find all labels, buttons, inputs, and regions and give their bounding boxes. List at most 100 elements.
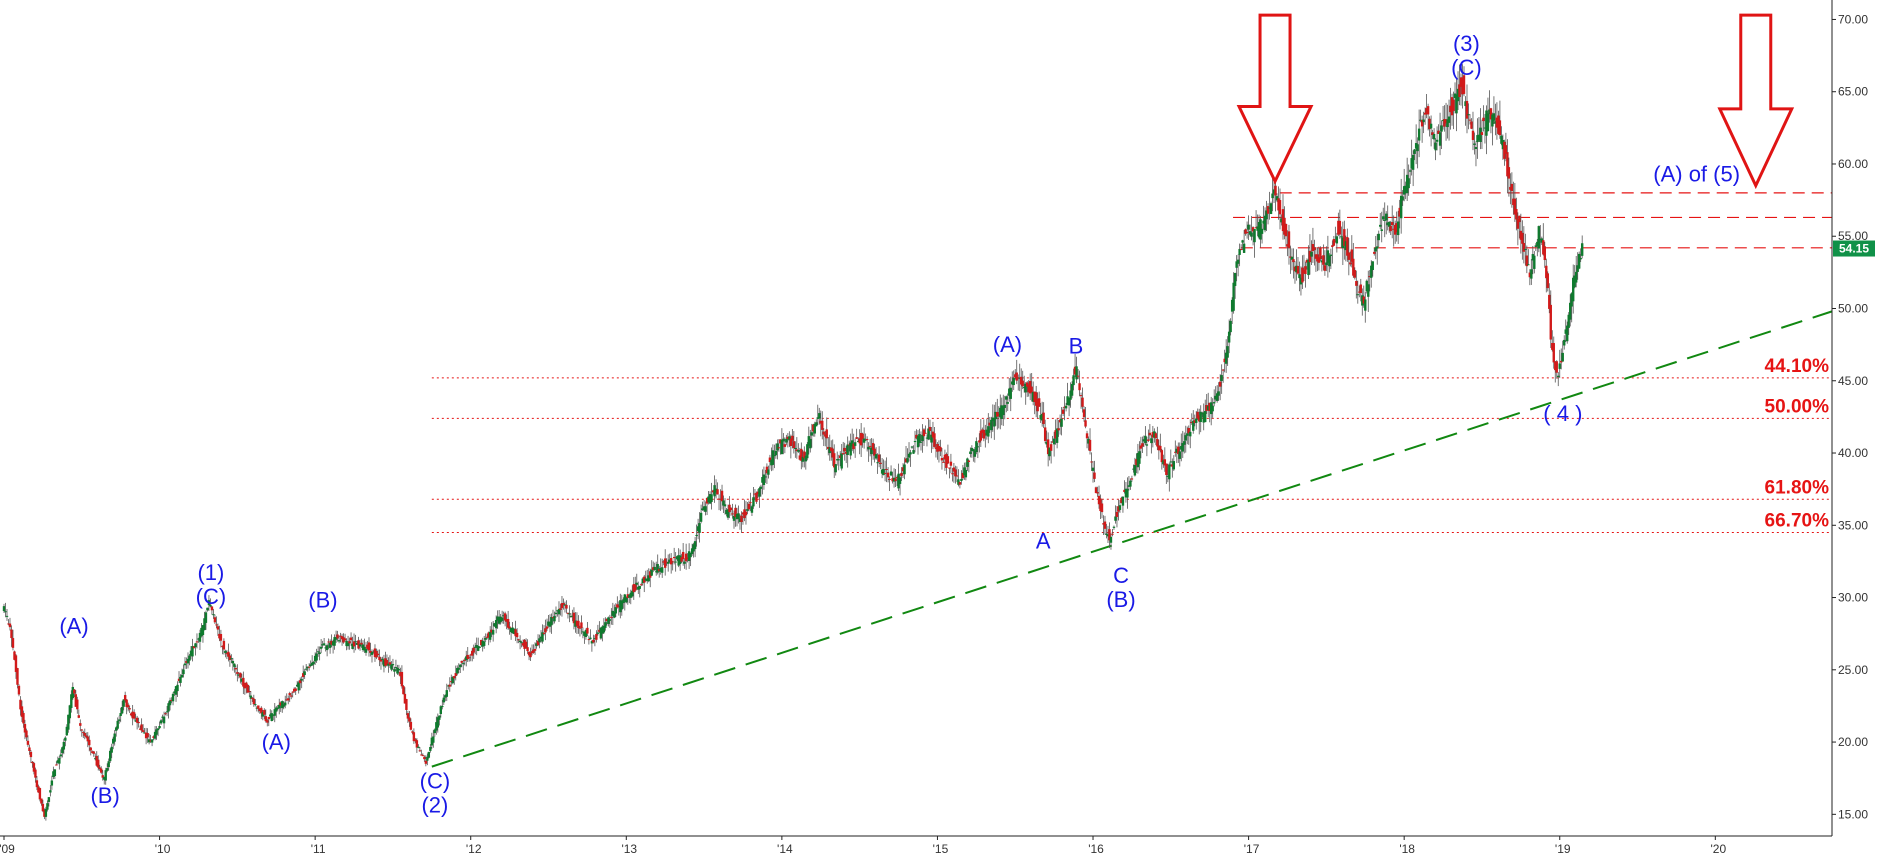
candle-body-773	[1159, 445, 1162, 451]
candle-body-997	[1494, 121, 1497, 124]
candle-body-169	[255, 707, 259, 709]
candle-body-887	[1329, 254, 1333, 256]
candle-body-934	[1399, 195, 1403, 219]
candle-body-557	[836, 459, 839, 461]
candle-body-66	[101, 775, 104, 778]
candle-body-56	[86, 736, 89, 742]
candle-body-982	[1471, 130, 1475, 140]
candle-body-420	[631, 590, 634, 597]
candle-body-805	[1207, 405, 1210, 410]
candle-body-801	[1201, 413, 1204, 415]
candle-body-90	[137, 721, 140, 724]
candle-body-213	[321, 644, 324, 646]
candle-body-276	[415, 740, 419, 748]
candle-body-690	[1034, 392, 1038, 406]
candle-body-708	[1061, 409, 1065, 414]
candle-body-514	[771, 450, 775, 465]
candle-body-663	[994, 411, 997, 420]
y-tick-label-1: 20.00	[1838, 735, 1868, 749]
candle-body-197	[297, 682, 300, 691]
candle-body-909	[1362, 296, 1365, 304]
candle-body-580	[870, 447, 873, 455]
candle-body-1050	[1573, 275, 1576, 288]
candle-body-498	[747, 503, 751, 510]
candle-body-638	[957, 479, 960, 485]
candle-body-854	[1280, 218, 1283, 223]
candle-body-138	[209, 604, 212, 607]
candle-body-1011	[1515, 209, 1518, 220]
candle-body-576	[864, 439, 867, 441]
candle-body-299	[450, 681, 453, 683]
candle-body-157	[237, 674, 241, 676]
candle-body-442	[663, 558, 667, 568]
candle-body-447	[671, 561, 674, 563]
candle-body-173	[261, 712, 264, 717]
candle-body-324	[487, 632, 490, 638]
candle-body-480	[720, 490, 724, 502]
candle-body-270	[406, 713, 410, 719]
candle-body-646	[969, 451, 972, 454]
candle-body-676	[1014, 374, 1017, 378]
candle-body-898	[1346, 237, 1349, 256]
candle-body-640	[960, 478, 963, 481]
candle-body-269	[405, 699, 408, 710]
candle-body-520	[780, 439, 784, 455]
candle-body-556	[834, 464, 837, 473]
candle-body-682	[1023, 387, 1026, 389]
candle-body-750	[1124, 488, 1128, 498]
candle-body-441	[662, 561, 665, 563]
candle-body-155	[234, 668, 238, 670]
candle-body-256	[385, 659, 389, 666]
candle-body-602	[903, 464, 906, 475]
candle-body-309	[465, 656, 468, 661]
candle-body-738	[1106, 534, 1110, 537]
candle-body-578	[867, 446, 870, 450]
candle-body-87	[132, 712, 136, 719]
candle-body-396	[595, 633, 598, 640]
candle-body-30	[47, 797, 51, 802]
candle-body-398	[598, 629, 601, 632]
candle-body-902	[1352, 258, 1355, 276]
candle-body-647	[970, 447, 974, 452]
candle-body-484	[726, 509, 730, 518]
candle-body-36	[56, 760, 60, 763]
candle-body-550	[825, 429, 828, 439]
candle-body-120	[182, 669, 185, 675]
candle-body-577	[865, 438, 869, 440]
candle-body-533	[800, 448, 803, 461]
candle-body-20	[32, 763, 36, 772]
candle-body-723	[1084, 420, 1087, 427]
candle-body-352	[529, 652, 532, 658]
candle-body-751	[1126, 488, 1129, 498]
candle-body-250	[376, 653, 380, 656]
candle-body-829	[1242, 243, 1246, 253]
candle-body-1021	[1530, 269, 1533, 279]
candle-body-112	[170, 699, 173, 701]
candle-body-914	[1370, 265, 1373, 278]
candle-body-101	[153, 731, 157, 739]
candle-body-292	[439, 706, 443, 715]
candle-body-611	[916, 435, 920, 448]
candle-body-164	[248, 691, 251, 693]
candle-body-844	[1265, 210, 1268, 220]
candle-body-387	[581, 631, 585, 633]
candle-body-588	[882, 468, 885, 475]
candle-body-539	[809, 438, 812, 449]
candle-body-707	[1060, 418, 1063, 427]
candle-body-1010	[1513, 198, 1517, 215]
candle-body-40	[62, 741, 66, 750]
candle-body-440	[660, 567, 664, 573]
candle-body-859	[1287, 231, 1291, 248]
candle-body-662	[993, 417, 996, 427]
candle-body-395	[593, 638, 597, 640]
x-tick-label-6: '15	[933, 842, 949, 856]
candle-body-220	[331, 641, 335, 646]
candle-body-116	[176, 684, 179, 692]
candle-body-388	[583, 631, 586, 636]
wave-label-7-0: B	[1069, 333, 1084, 358]
x-tick-label-9: '18	[1399, 842, 1415, 856]
candle-body-321	[482, 641, 486, 646]
candle-body-785	[1177, 446, 1180, 455]
candle-body-1054	[1579, 258, 1582, 260]
last-price-value: 54.15	[1839, 242, 1869, 256]
